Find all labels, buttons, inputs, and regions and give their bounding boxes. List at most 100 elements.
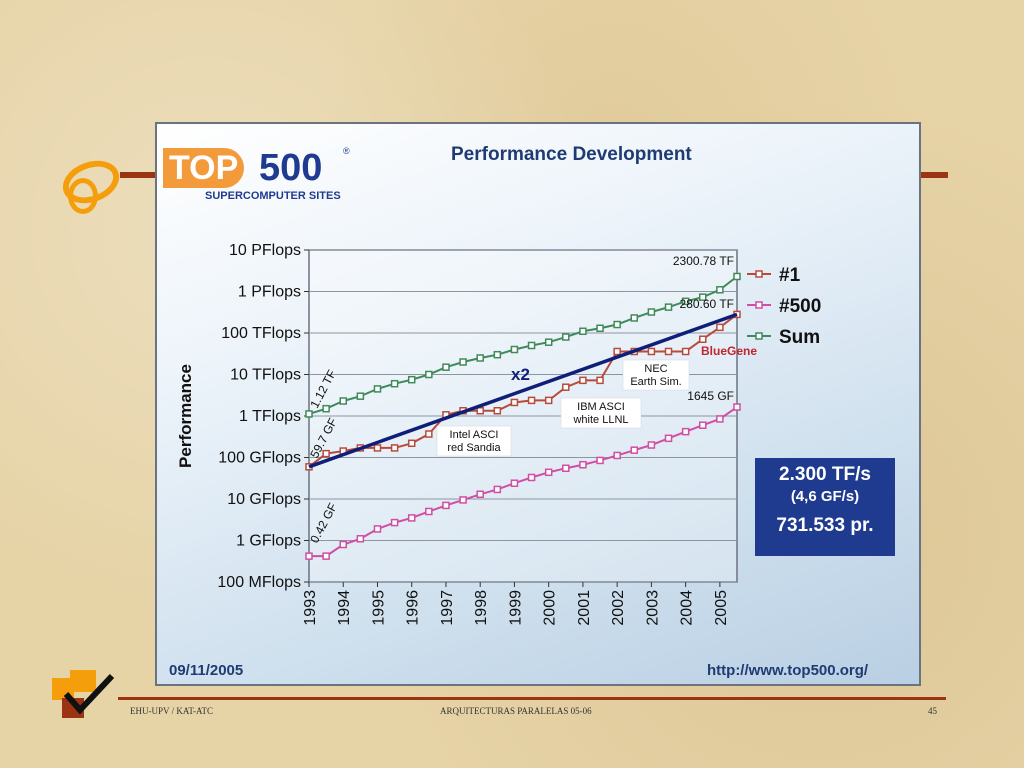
data-point xyxy=(699,293,707,301)
data-point xyxy=(356,392,365,400)
chart-url: http://www.top500.org/ xyxy=(707,662,869,679)
data-label: 1645 GF xyxy=(687,389,734,403)
data-point xyxy=(476,407,484,415)
stats-box: 2.300 TF/s (4,6 GF/s) 731.533 pr. xyxy=(755,458,895,556)
y-tick-label: 1 PFlops xyxy=(238,284,301,301)
x-tick-label: 2003 xyxy=(644,590,661,626)
x-tick-label: 2000 xyxy=(542,590,559,626)
logo-top-text: TOP xyxy=(163,148,245,188)
data-point xyxy=(596,324,604,333)
data-point xyxy=(613,320,621,329)
y-axis-label: Performance xyxy=(176,364,195,468)
data-point xyxy=(407,514,416,522)
bottom-decor-line xyxy=(118,697,946,700)
x-tick-label: 1993 xyxy=(302,590,319,626)
data-label: 280.60 TF xyxy=(680,297,734,311)
chart-panel: TOP 500 ® SUPERCOMPUTER SITES Performanc… xyxy=(155,122,921,686)
data-point xyxy=(647,347,656,356)
data-point xyxy=(339,540,347,549)
annotation-label: BlueGene xyxy=(701,344,757,358)
data-point xyxy=(322,449,330,458)
x-tick-label: 2004 xyxy=(679,590,696,626)
data-point xyxy=(664,434,673,443)
y-tick-label: 1 GFlops xyxy=(236,533,301,550)
data-point xyxy=(699,421,707,429)
annotation-label: IBM ASCI xyxy=(577,401,625,413)
data-point xyxy=(733,403,741,411)
x-tick-label: 2001 xyxy=(576,590,593,626)
stats-line-3: 731.533 pr. xyxy=(776,515,874,536)
y-tick-label: 100 MFlops xyxy=(217,574,301,591)
top-decor-line-left xyxy=(120,172,156,178)
data-point xyxy=(630,314,639,322)
x-tick-label: 1998 xyxy=(473,590,490,626)
data-point xyxy=(322,552,330,560)
data-point xyxy=(579,376,587,385)
y-tick-label: 1 TFlops xyxy=(239,408,301,425)
data-point xyxy=(716,286,724,294)
data-point xyxy=(527,473,536,482)
annotation-box xyxy=(622,359,690,391)
footer-left: EHU-UPV / KAT-ATC xyxy=(130,706,214,716)
data-point xyxy=(442,363,450,371)
logo-500-text: 500 xyxy=(259,147,323,189)
annotation-label: Earth Sim. xyxy=(630,376,681,388)
trend-line xyxy=(308,312,738,469)
data-point xyxy=(527,396,536,405)
annotation-label: white LLNL xyxy=(572,414,628,426)
data-point xyxy=(613,347,621,356)
data-point xyxy=(510,398,519,407)
data-point xyxy=(596,456,604,465)
data-point xyxy=(322,404,330,413)
annotation-label: NEC xyxy=(644,363,667,375)
data-point xyxy=(716,323,724,332)
chart-title: Performance Development xyxy=(451,144,692,165)
data-point xyxy=(373,444,382,452)
data-point xyxy=(459,358,467,366)
stats-line-1: 2.300 TF/s xyxy=(779,464,871,485)
data-point xyxy=(596,376,604,385)
footer-page-number: 45 xyxy=(928,706,937,716)
data-point xyxy=(699,335,707,343)
data-point xyxy=(425,430,433,438)
data-point xyxy=(562,464,570,473)
data-point xyxy=(544,468,553,477)
data-point xyxy=(527,341,536,350)
legend-entry: #1 xyxy=(779,265,801,286)
annotation-box xyxy=(436,425,512,457)
x-tick-label: 1999 xyxy=(507,590,524,626)
data-point xyxy=(407,375,416,384)
legend-swatch-marker xyxy=(755,270,763,278)
y-tick-label: 10 PFlops xyxy=(229,242,301,259)
stats-line-2: (4,6 GF/s) xyxy=(790,488,860,505)
data-point xyxy=(733,272,741,281)
data-point xyxy=(390,444,399,452)
y-tick-label: 100 TFlops xyxy=(221,325,301,342)
data-point xyxy=(356,535,365,543)
data-label: 2300.78 TF xyxy=(673,254,734,268)
footer-center: ARQUITECTURAS PARALELAS 05-06 xyxy=(440,706,592,716)
data-point xyxy=(493,350,502,359)
data-point xyxy=(630,446,639,454)
data-point xyxy=(476,490,484,499)
data-point xyxy=(493,485,502,494)
y-tick-label: 10 GFlops xyxy=(227,491,301,508)
top-decor-line-right xyxy=(920,172,948,178)
y-tick-label: 10 TFlops xyxy=(230,367,301,384)
data-point xyxy=(647,441,656,449)
x-tick-label: 1996 xyxy=(405,590,422,626)
y-tick-label: 100 GFlops xyxy=(218,450,301,467)
x-tick-label: 2005 xyxy=(713,590,730,626)
data-point xyxy=(681,347,690,356)
data-point xyxy=(305,410,313,418)
data-point xyxy=(493,407,502,415)
legend-swatch-marker xyxy=(755,301,763,309)
data-point xyxy=(459,496,467,504)
data-point xyxy=(373,525,382,533)
data-point xyxy=(544,338,553,346)
logo-subtitle: SUPERCOMPUTER SITES xyxy=(205,190,341,202)
legend-swatch-marker xyxy=(755,332,763,340)
data-point xyxy=(562,333,570,341)
data-point xyxy=(681,297,690,306)
curl-icon-inner xyxy=(68,178,98,214)
